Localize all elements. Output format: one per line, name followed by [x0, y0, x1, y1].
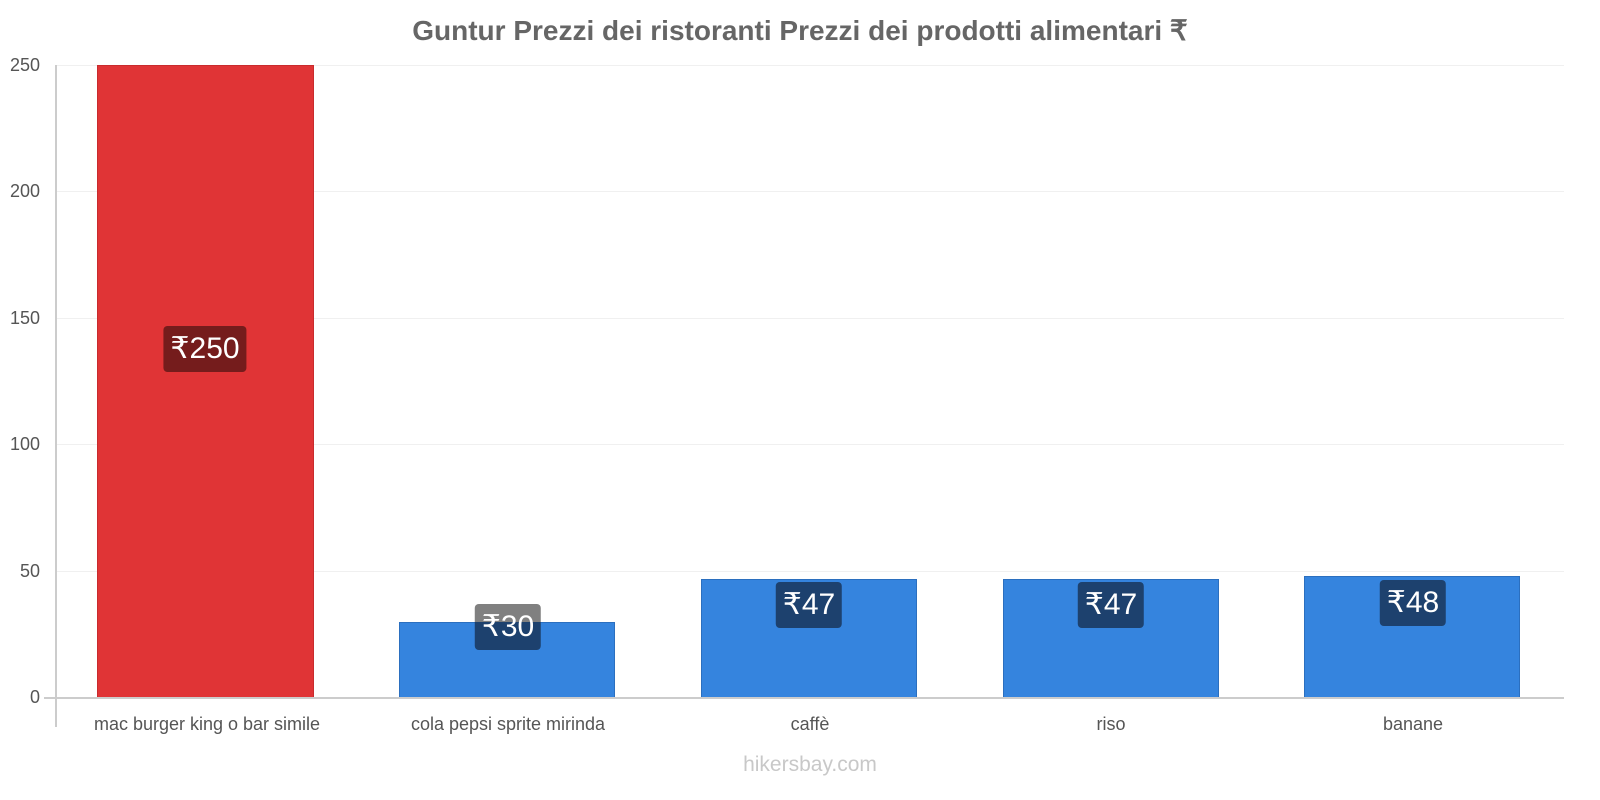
y-tick-label: 0	[29, 687, 40, 707]
value-label: ₹48	[1379, 580, 1447, 626]
value-label: ₹47	[775, 582, 843, 628]
x-tick-label: banane	[1382, 714, 1444, 734]
gridline-250	[56, 65, 1564, 66]
y-axis-line	[55, 65, 57, 727]
y-tick-label: 200	[9, 181, 40, 201]
x-tick-label: mac burger king o bar simile	[93, 714, 321, 734]
y-tick-label: 150	[9, 308, 40, 328]
gridline-50	[56, 571, 1564, 572]
y-tick-label: 50	[19, 561, 40, 581]
gridline-100	[56, 444, 1564, 445]
x-axis-line	[44, 697, 1564, 699]
value-label: ₹250	[163, 326, 247, 372]
value-label: ₹47	[1077, 582, 1145, 628]
y-tick-label: 250	[9, 55, 40, 75]
x-tick-label: caffè	[790, 714, 830, 734]
x-tick-label: riso	[1096, 714, 1126, 734]
chart-title: Guntur Prezzi dei ristoranti Prezzi dei …	[412, 15, 1188, 46]
x-tick-label: cola pepsi sprite mirinda	[410, 714, 606, 734]
gridline-200	[56, 191, 1564, 192]
value-label: ₹30	[474, 604, 542, 650]
gridline-150	[56, 318, 1564, 319]
bar-mac-burger-king[interactable]	[97, 65, 314, 698]
watermark: hikersbay.com	[743, 753, 877, 776]
y-tick-label: 100	[9, 434, 40, 454]
